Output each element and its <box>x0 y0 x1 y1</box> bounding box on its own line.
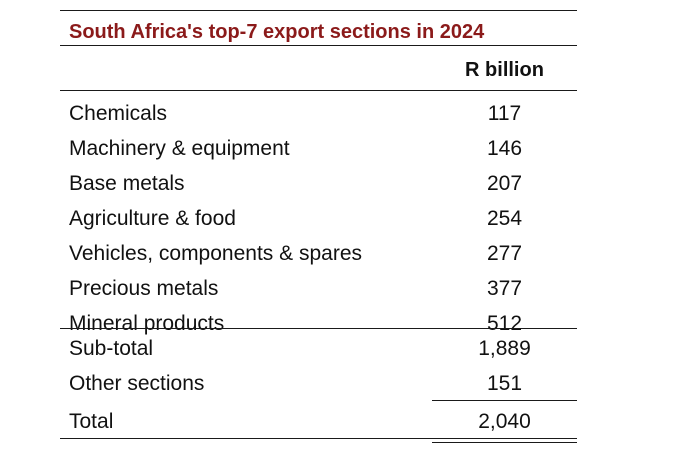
row-value: 277 <box>486 242 523 265</box>
row-value: 512 <box>486 312 523 335</box>
row-value: 117 <box>487 102 522 125</box>
table-row: Mineral products 512 <box>60 306 577 341</box>
row-label: Chemicals <box>69 102 168 125</box>
table-row: Agriculture & food 254 <box>60 201 577 236</box>
column-header: R billion <box>465 59 544 81</box>
total-row: Total 2,040 <box>60 404 577 439</box>
row-label: Vehicles, components & spares <box>69 242 362 265</box>
subtotal-label: Sub-total <box>69 337 154 360</box>
sum-rule <box>432 400 577 401</box>
subtotal-value: 1,889 <box>478 337 531 360</box>
subtotal-row: Sub-total 1,889 <box>60 331 577 366</box>
table-row: Precious metals 377 <box>60 271 577 306</box>
row-label: Precious metals <box>69 277 219 300</box>
total-value: 2,040 <box>478 410 531 433</box>
total-label: Total <box>69 410 114 433</box>
row-label: Agriculture & food <box>69 207 236 230</box>
section-rule <box>60 328 577 329</box>
row-value: 146 <box>486 137 523 160</box>
other-value: 151 <box>486 372 523 395</box>
top-rule <box>60 10 577 11</box>
table-row: Base metals 207 <box>60 166 577 201</box>
row-value: 377 <box>486 277 523 300</box>
title-rule <box>60 45 577 46</box>
bottom-rule <box>60 438 577 439</box>
row-label: Mineral products <box>69 312 225 335</box>
total-double-rule <box>432 442 577 443</box>
table-row: Vehicles, components & spares 277 <box>60 236 577 271</box>
table-row: Chemicals 117 <box>60 96 577 131</box>
other-row: Other sections 151 <box>60 366 577 401</box>
row-label: Base metals <box>69 172 185 195</box>
table-title: South Africa's top-7 export sections in … <box>69 21 485 43</box>
table-row: Machinery & equipment 146 <box>60 131 577 166</box>
header-rule <box>60 90 577 91</box>
row-label: Machinery & equipment <box>69 137 290 160</box>
other-label: Other sections <box>69 372 205 395</box>
row-value: 254 <box>486 207 523 230</box>
row-value: 207 <box>486 172 523 195</box>
